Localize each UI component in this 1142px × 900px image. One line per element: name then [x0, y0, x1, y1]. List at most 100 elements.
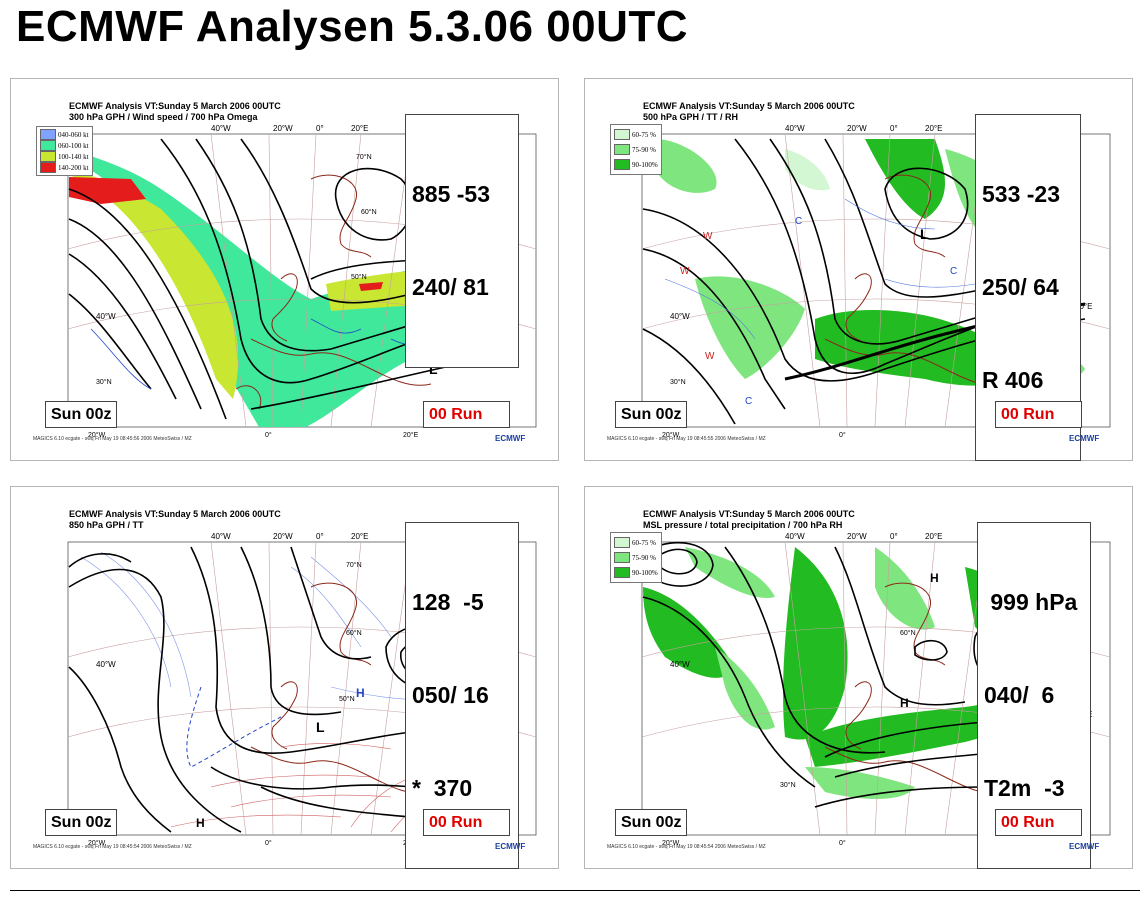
panel-header-line2: MSL pressure / total precipitation / 700…: [643, 520, 843, 530]
rh-legend: 60-75 % 75-90 % 90-100%: [610, 532, 662, 583]
label-lon-20w-top: 20°W: [273, 532, 293, 541]
legend-label: 60-75 %: [632, 130, 656, 139]
pressure-high-label: H: [356, 686, 365, 700]
label-lon-20e-bottom: 20°E: [403, 431, 419, 439]
readout-line: * 370: [412, 775, 473, 801]
warm-label: W: [705, 351, 715, 362]
label-lon-40w: 40°W: [96, 660, 116, 669]
ecmwf-logo: ECMWF: [495, 842, 526, 851]
legend-item: 060-100 kt: [40, 140, 89, 151]
label-lon-0-bottom: 0°: [265, 431, 272, 439]
ecmwf-logo: ECMWF: [495, 434, 526, 443]
readout-line: 240/ 81: [412, 274, 489, 300]
label-lon-20w-top: 20°W: [847, 124, 867, 133]
label-lon-0-top: 0°: [890, 124, 898, 133]
label-lon-40w-top: 40°W: [785, 124, 805, 133]
panel-footer: MAGICS 6.10 ecgate - swq Fri May 19 08:4…: [607, 436, 766, 442]
panel-header-line1: ECMWF Analysis VT:Sunday 5 March 2006 00…: [69, 509, 281, 519]
page-title: ECMWF Analysen 5.3.06 00UTC: [16, 2, 689, 51]
readout-line: 250/ 64: [982, 274, 1059, 300]
panel-header-line1: ECMWF Analysis VT:Sunday 5 March 2006 00…: [643, 101, 855, 111]
readout-line: 999 hPa: [984, 589, 1078, 615]
warm-label: W: [703, 231, 713, 242]
run-label: 00 Run: [995, 809, 1082, 836]
label-lon-40w-top: 40°W: [785, 532, 805, 541]
label-lon-40e: 40°E: [1075, 302, 1092, 311]
label-lon-40w-top: 40°W: [211, 124, 231, 133]
bottom-divider: [10, 890, 1140, 891]
label-lat-50n: 50°N: [339, 695, 355, 703]
legend-label: 60-75 %: [632, 538, 656, 547]
label-lon-20w-bottom: 20°W: [88, 431, 106, 439]
wind-speed-legend: 040-060 kt 060-100 kt 100-140 kt 140-200…: [36, 126, 93, 176]
label-lat-60n: 60°N: [361, 208, 377, 216]
legend-swatch: [614, 567, 630, 578]
label-lon-0-bottom: 0°: [839, 431, 846, 439]
readout-line: 050/ 16: [412, 682, 489, 708]
station-readout: 885 -53 240/ 81: [405, 114, 519, 368]
label-lat-70n: 70°N: [346, 561, 362, 569]
label-lon-0-top: 0°: [890, 532, 898, 541]
label-lon-20w-bottom: 20°W: [662, 839, 680, 847]
pressure-high-label: H: [900, 696, 909, 710]
readout-line: 040/ 6: [984, 682, 1055, 708]
legend-item: 60-75 %: [614, 127, 658, 142]
label-lon-0-top: 0°: [316, 532, 324, 541]
readout-line: 533 -23: [982, 181, 1061, 207]
label-lon-20w-bottom: 20°W: [88, 839, 106, 847]
label-lon-40w-top: 40°W: [211, 532, 231, 541]
legend-label: 140-200 kt: [58, 163, 89, 172]
legend-label: 060-100 kt: [58, 141, 89, 150]
map-panel-850hpa: 40°W 40°W 20°W 0° 20°E 20°W 0° 20°E 40°E…: [10, 486, 559, 869]
label-lat-60n: 60°N: [900, 629, 916, 637]
cold-label: C: [795, 216, 802, 227]
legend-swatch: [614, 537, 630, 548]
legend-swatch: [614, 144, 630, 155]
readout-line: 128 -5: [412, 589, 484, 615]
map-panel-500hpa: 40°W 40°W 20°W 0° 20°E 20°W 0° 20°E 40°E…: [584, 78, 1133, 461]
pressure-high-label: H: [196, 816, 205, 830]
legend-label: 90-100%: [632, 160, 658, 169]
legend-item: 60-75 %: [614, 535, 658, 550]
run-label: 00 Run: [423, 809, 510, 836]
legend-swatch: [614, 129, 630, 140]
cold-label: C: [745, 396, 752, 407]
label-lon-20e-top: 20°E: [351, 124, 368, 133]
label-lat-30n: 30°N: [96, 378, 112, 386]
panel-header-line2: 500 hPa GPH / TT / RH: [643, 112, 739, 122]
legend-swatch: [40, 140, 56, 151]
legend-item: 90-100%: [614, 157, 658, 172]
legend-swatch: [40, 162, 56, 173]
day-label: Sun 00z: [45, 401, 118, 428]
legend-swatch: [614, 159, 630, 170]
map-panel-msl: 40°W 40°W 20°W 0° 20°E 20°W 0° 20°E 40°E…: [584, 486, 1133, 869]
legend-swatch: [40, 151, 56, 162]
panel-header-line1: ECMWF Analysis VT:Sunday 5 March 2006 00…: [69, 101, 281, 111]
legend-item: 100-140 kt: [40, 151, 89, 162]
cold-label: C: [950, 266, 957, 277]
legend-label: 100-140 kt: [58, 152, 89, 161]
pressure-high-label: H: [930, 571, 939, 585]
legend-item: 040-060 kt: [40, 129, 89, 140]
rh-legend: 60-75 % 75-90 % 90-100%: [610, 124, 662, 175]
label-lon-40w: 40°W: [96, 312, 116, 321]
legend-label: 90-100%: [632, 568, 658, 577]
legend-item: 140-200 kt: [40, 162, 89, 173]
legend-label: 75-90 %: [632, 553, 656, 562]
ecmwf-logo: ECMWF: [1069, 842, 1100, 851]
legend-label: 75-90 %: [632, 145, 656, 154]
label-lon-20w-top: 20°W: [847, 532, 867, 541]
label-lon-0-bottom: 0°: [265, 839, 272, 847]
label-lon-20e-top: 20°E: [351, 532, 368, 541]
label-lat-30n: 30°N: [670, 378, 686, 386]
label-lon-0-bottom: 0°: [839, 839, 846, 847]
label-lon-20e-top: 20°E: [925, 124, 942, 133]
label-lat-50n: 50°N: [351, 273, 367, 281]
legend-swatch: [40, 129, 56, 140]
day-label: Sun 00z: [615, 401, 688, 428]
label-lon-20e-top: 20°E: [925, 532, 942, 541]
readout-line: T2m -3: [984, 775, 1065, 801]
day-label: Sun 00z: [615, 809, 688, 836]
label-lon-0-top: 0°: [316, 124, 324, 133]
warm-label: W: [680, 266, 690, 277]
